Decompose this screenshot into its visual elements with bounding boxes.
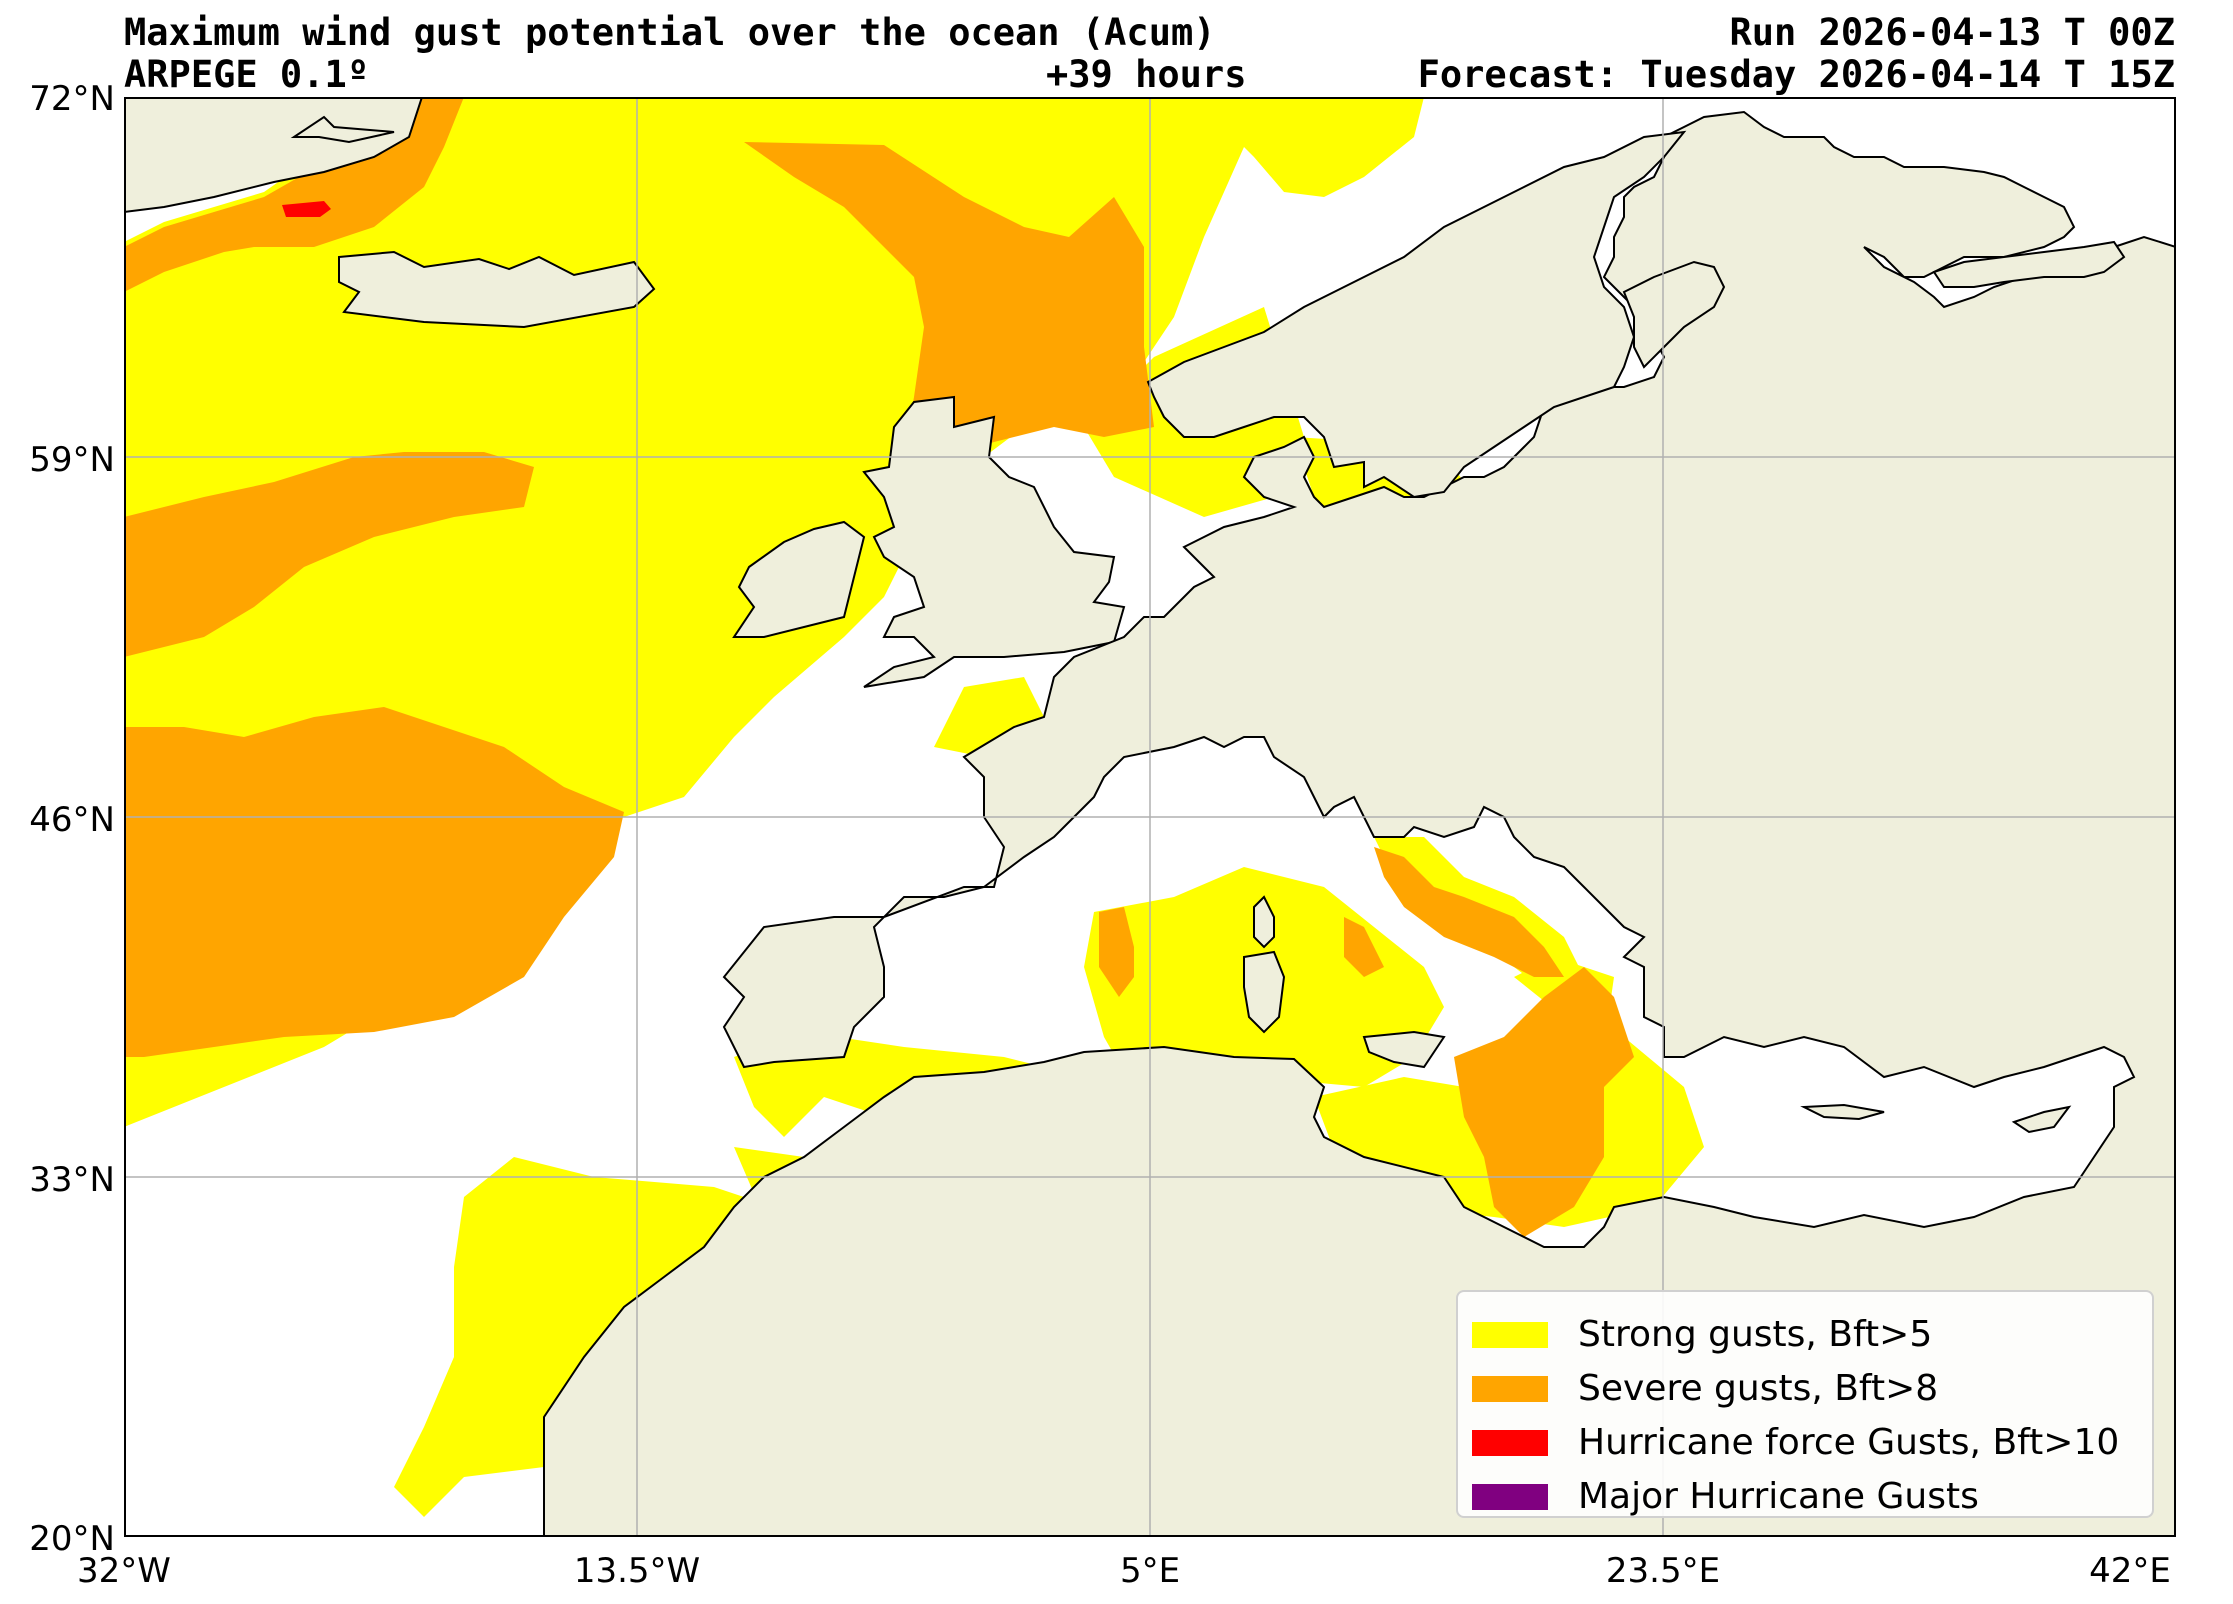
land-iceland	[338, 250, 656, 329]
map-frame	[124, 97, 2176, 1537]
severe-gust-zone-mid-atlantic-large	[124, 707, 624, 1057]
land-greenland	[124, 97, 424, 214]
land-crete	[1800, 1103, 1885, 1121]
legend-label-hurricane: Hurricane force Gusts, Bft>10	[1578, 1422, 2120, 1463]
land-scandinavia	[1146, 130, 1687, 499]
hurricane-gust-zone	[282, 201, 331, 217]
legend-swatch-major	[1472, 1483, 1548, 1510]
lat-tick-46n: 46°N	[29, 800, 115, 840]
land-sardinia	[1243, 950, 1286, 1034]
land-masses	[124, 97, 2176, 1537]
legend: Strong gusts, Bft>5 Severe gusts, Bft>8 …	[1456, 1290, 2154, 1518]
severe-gust-zone-adriatic	[1374, 847, 1564, 977]
map-title: Maximum wind gust potential over the oce…	[124, 11, 1216, 54]
legend-swatch-severe	[1472, 1375, 1548, 1402]
legend-item-severe: Severe gusts, Bft>8	[1472, 1368, 1938, 1409]
gust-map	[124, 97, 2176, 1537]
land-finland	[1622, 260, 1726, 369]
lon-tick-32w: 32°W	[77, 1551, 171, 1591]
severe-gust-zone-tyrrhenian-east	[1344, 917, 1384, 977]
legend-item-major: Major Hurricane Gusts	[1472, 1476, 1979, 1517]
land-kola	[1932, 240, 2126, 288]
severe-gust-zone-sardinia	[1099, 907, 1134, 997]
lon-tick-42e: 42°E	[2089, 1551, 2171, 1591]
severe-gust-zones	[124, 97, 1634, 1237]
legend-swatch-strong	[1472, 1321, 1548, 1348]
lat-tick-20n: 20°N	[29, 1519, 115, 1559]
lat-tick-33n: 33°N	[29, 1160, 115, 1200]
legend-label-severe: Severe gusts, Bft>8	[1578, 1368, 1939, 1409]
lon-tick-13-5w: 13.5°W	[573, 1551, 701, 1591]
legend-label-major: Major Hurricane Gusts	[1578, 1476, 1979, 1517]
land-jan-mayen	[290, 115, 395, 144]
severe-gust-zone-norwegian-sea	[744, 142, 1154, 462]
severe-gust-zone-ionian	[1454, 967, 1634, 1237]
legend-item-hurricane: Hurricane force Gusts, Bft>10	[1472, 1422, 2119, 1463]
forecast-label: Forecast: Tuesday 2026-04-14 T 15Z	[1417, 53, 2175, 96]
strong-gust-zone-canaries	[394, 1157, 774, 1517]
strong-gust-zone-northeast	[1194, 97, 1424, 197]
legend-label-strong: Strong gusts, Bft>5	[1578, 1314, 1933, 1355]
land-corsica	[1253, 895, 1275, 949]
model-label: ARPEGE 0.1º	[124, 53, 370, 96]
land-great-britain	[862, 395, 1126, 688]
lat-tick-59n: 59°N	[29, 440, 115, 480]
land-ireland	[732, 520, 866, 638]
run-label: Run 2026-04-13 T 00Z	[1729, 11, 2175, 54]
land-cyprus	[2011, 1105, 2072, 1134]
land-sicily	[1362, 1030, 1446, 1069]
lon-tick-23-5e: 23.5°E	[1605, 1551, 1721, 1591]
legend-swatch-hurricane	[1472, 1429, 1548, 1456]
graticule	[124, 97, 2176, 1537]
lat-tick-72n: 72°N	[29, 79, 115, 119]
legend-item-strong: Strong gusts, Bft>5	[1472, 1314, 1932, 1355]
land-europe	[543, 110, 2176, 1537]
severe-gust-zone-iceland-faroes	[124, 452, 534, 657]
lon-tick-5e: 5°E	[1119, 1551, 1181, 1591]
lead-time-label: +39 hours	[1046, 53, 1247, 96]
